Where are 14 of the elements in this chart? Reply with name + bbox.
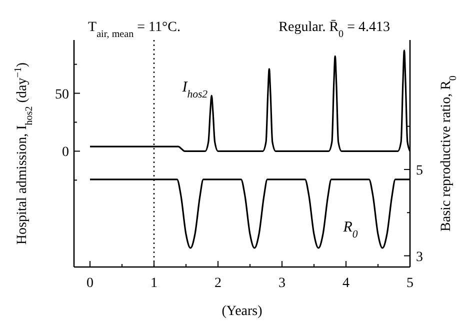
x-tick-label: 5 xyxy=(406,276,414,291)
y-tick-label: 50 xyxy=(55,87,69,102)
series-label: R$_{0}$ xyxy=(342,220,358,241)
text: Regular. R̄$_{0}$ = 4.413 xyxy=(278,19,390,40)
y2-tick-label: 5 xyxy=(416,163,423,178)
x-axis-title: (Years) xyxy=(222,304,263,319)
x-tick-label: 1 xyxy=(150,276,158,291)
x-tick-label: 3 xyxy=(278,276,286,291)
y2-tick-label: 3 xyxy=(416,250,423,265)
x-tick-label: 2 xyxy=(214,276,222,291)
x-tick-label: 0 xyxy=(86,276,94,291)
text: T$_{air, mean}$ = 11°C. xyxy=(88,20,180,40)
x-tick-label: 4 xyxy=(342,276,350,291)
series-label: I$_{hos2}$ xyxy=(181,80,208,101)
